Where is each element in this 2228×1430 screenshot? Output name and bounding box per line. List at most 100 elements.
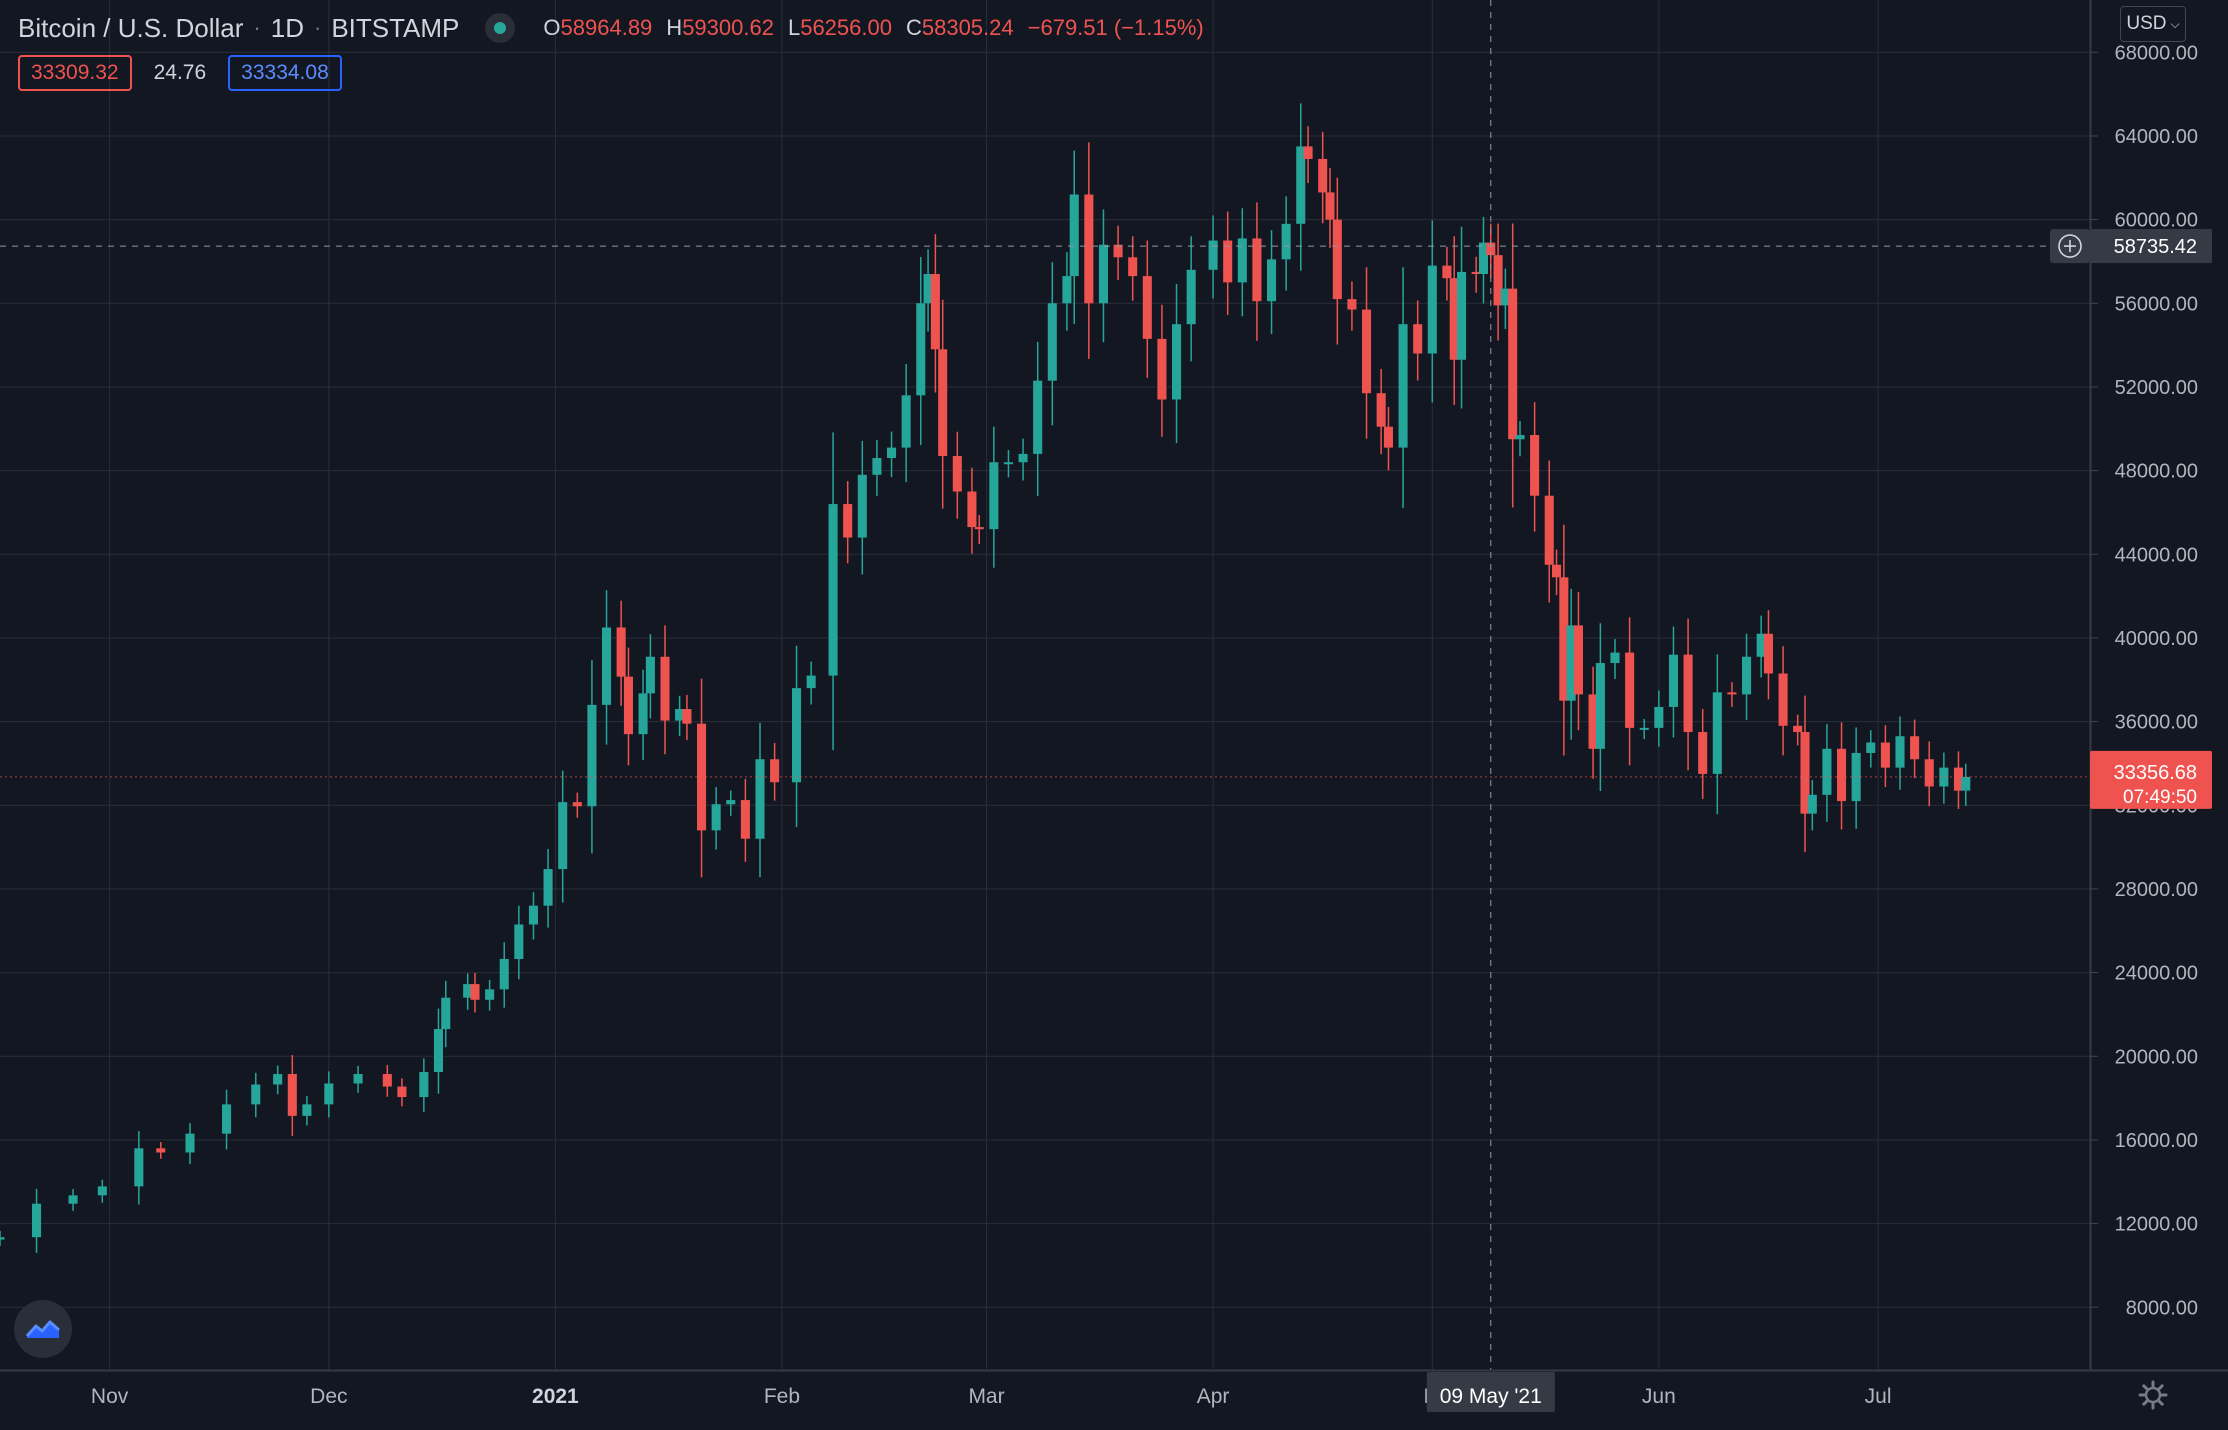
candle-body <box>1961 776 1971 791</box>
candle-body <box>1559 577 1569 701</box>
candle-body <box>682 709 692 724</box>
candle-body <box>638 693 648 735</box>
candle <box>1625 617 1635 766</box>
candle-body <box>1069 194 1079 277</box>
candle-body <box>1296 146 1306 224</box>
candle <box>1910 719 1920 779</box>
candle-body <box>952 455 962 492</box>
candle <box>1588 666 1598 779</box>
price-tick-label: 20000.00 <box>2115 1046 2198 1068</box>
candle-body <box>711 804 721 831</box>
candle-body <box>1800 732 1810 814</box>
candle-body <box>572 802 582 807</box>
candle-body <box>1793 725 1803 733</box>
candle-body <box>68 1195 78 1204</box>
candle <box>1084 142 1094 359</box>
candle-body <box>1500 288 1510 306</box>
candle <box>1698 709 1708 800</box>
candle-body <box>1347 299 1357 310</box>
candle-body <box>324 1083 334 1105</box>
market-status-icon[interactable] <box>485 13 516 43</box>
currency-dropdown[interactable]: USD ⌵ <box>2120 6 2186 42</box>
candle <box>514 905 524 980</box>
last-price-label: 33356.68 <box>2114 762 2197 784</box>
candle-body <box>185 1133 195 1153</box>
candle-body <box>1113 244 1123 258</box>
open-key: O <box>543 15 561 40</box>
candle-body <box>1530 435 1540 496</box>
candle <box>916 257 926 446</box>
candle-body <box>1223 240 1233 283</box>
candle <box>353 1065 363 1093</box>
candle <box>872 440 882 496</box>
candle-body <box>1493 255 1503 306</box>
candle <box>755 722 765 878</box>
gear-icon[interactable] <box>2138 1380 2168 1410</box>
candle <box>1639 718 1649 740</box>
candle <box>1003 450 1013 478</box>
open-value: 58964.89 <box>560 15 653 40</box>
crosshair-date-label: 09 May '21 <box>1440 1385 1542 1408</box>
candle-body <box>1880 742 1890 768</box>
candle-body <box>1566 625 1576 701</box>
candle <box>1252 202 1262 341</box>
candle-body <box>1362 309 1372 394</box>
candle-body <box>923 274 933 304</box>
candle <box>1098 209 1108 343</box>
price-tick-label: 28000.00 <box>2115 879 2198 901</box>
candle-body <box>528 905 538 925</box>
candle-body <box>1018 453 1028 463</box>
candle-body <box>1756 633 1766 657</box>
symbol-name[interactable]: Bitcoin / U.S. Dollar <box>18 12 244 43</box>
candle <box>923 249 933 332</box>
candle-body <box>273 1074 283 1085</box>
price-axis[interactable]: 68000.00 64000.00 60000.00 56000.00 52000.00… <box>2050 0 2228 1430</box>
candle-body <box>1515 435 1525 440</box>
candle <box>1961 763 1971 806</box>
candle <box>623 647 633 766</box>
tradingview-logo-icon[interactable] <box>14 1300 72 1358</box>
candle-body <box>660 656 670 721</box>
candle <box>1442 246 1452 301</box>
low-value: 56256.00 <box>800 15 892 40</box>
candle-body <box>974 527 984 530</box>
buy-price-button[interactable]: 33334.08 <box>228 55 342 91</box>
candle <box>887 431 897 478</box>
candle-body <box>755 759 765 839</box>
candle-body <box>602 627 612 705</box>
candle-body <box>251 1084 261 1105</box>
candle <box>1508 223 1518 508</box>
candle <box>1559 524 1569 756</box>
interval-label[interactable]: 1D <box>270 12 304 43</box>
candle <box>1157 304 1167 437</box>
price-tick-label: 16000.00 <box>2115 1130 2198 1152</box>
candle-body <box>645 656 655 694</box>
candle <box>1325 167 1335 248</box>
candle-body <box>1084 194 1094 304</box>
candle-body <box>843 504 853 538</box>
candle-body <box>930 274 940 350</box>
candle <box>930 234 940 393</box>
time-axis[interactable]: NovDec2021FebMarAprMJunJul09 May '21 <box>0 1369 2228 1413</box>
candle <box>587 660 597 854</box>
candle-body <box>302 1104 312 1116</box>
time-tick-label: Jun <box>1642 1385 1676 1408</box>
sell-price-button[interactable]: 33309.32 <box>18 55 132 91</box>
candle-body <box>1698 732 1708 774</box>
candle-body <box>1413 324 1423 354</box>
price-tick-label: 44000.00 <box>2115 544 2198 566</box>
candle <box>1033 341 1043 496</box>
candle-body <box>1325 192 1335 220</box>
bid-ask-row: 33309.32 24.76 33334.08 <box>18 55 342 91</box>
candle <box>1756 615 1766 678</box>
price-tick-label: 48000.00 <box>2115 461 2198 483</box>
candle <box>1113 225 1123 280</box>
candle <box>1742 633 1752 720</box>
candle-body <box>740 800 750 839</box>
candle <box>1457 226 1467 409</box>
candle <box>419 1058 429 1112</box>
candle-body <box>872 458 882 475</box>
time-tick-label: Mar <box>968 1385 1004 1408</box>
